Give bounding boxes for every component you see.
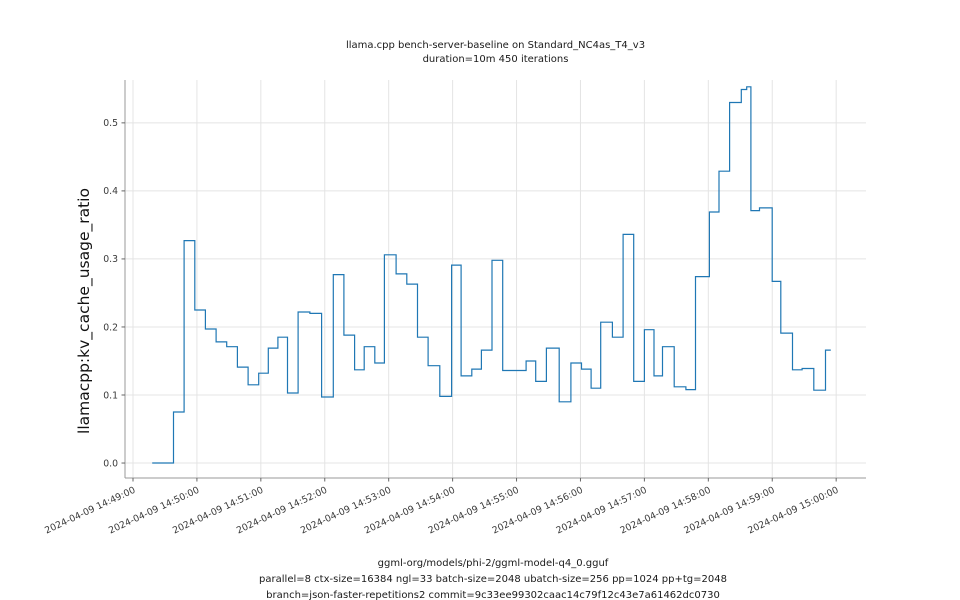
- kv-cache-usage-line: [152, 86, 831, 464]
- footer-branch-commit: branch=json-faster-repetitions2 commit=9…: [266, 590, 720, 600]
- chart-title-line-2: duration=10m 450 iterations: [422, 54, 569, 65]
- y-tick-label: 0.3: [103, 254, 118, 265]
- x-axis-footer: ggml-org/models/phi-2/ggml-model-q4_0.gg…: [125, 556, 861, 600]
- y-tick-label: 0.5: [103, 118, 118, 129]
- y-tick-label: 0.0: [103, 458, 118, 469]
- y-tick-label: 0.4: [103, 186, 118, 197]
- chart-title: llama.cpp bench-server-baseline on Stand…: [125, 39, 866, 67]
- footer-model-path: ggml-org/models/phi-2/ggml-model-q4_0.gg…: [377, 558, 609, 569]
- y-tick-label: 0.1: [103, 390, 118, 401]
- chart-title-line-1: llama.cpp bench-server-baseline on Stand…: [345, 40, 646, 51]
- y-tick-label: 0.2: [103, 322, 118, 333]
- footer-bench-params: parallel=8 ctx-size=16384 ngl=33 batch-s…: [259, 574, 727, 585]
